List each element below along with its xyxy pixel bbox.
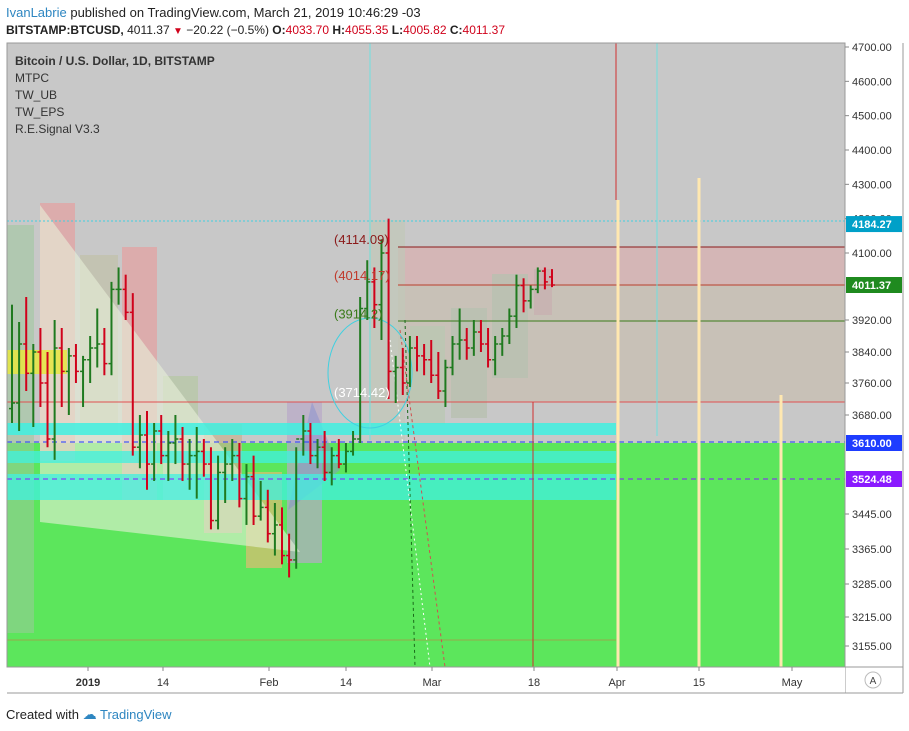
open-value: 4033.70 <box>285 23 330 37</box>
price-badge <box>846 277 902 293</box>
legend-title: Bitcoin / U.S. Dollar, 1D, BITSTAMP <box>15 54 215 68</box>
level-label-0: (4114.09) <box>334 232 389 247</box>
cyan-band <box>7 423 616 435</box>
price-badge <box>846 216 902 233</box>
y-tick-label: 3840.00 <box>852 347 892 359</box>
level-label-1: (4014.17) <box>334 268 390 283</box>
diag <box>399 329 446 667</box>
y-tick-label: 4700.00 <box>852 42 892 54</box>
x-tick-label: Feb <box>260 677 279 689</box>
tradingview-logo-icon: ☁ <box>82 706 97 722</box>
indicator-re-signal[interactable]: R.E.Signal V3.3 <box>15 122 100 136</box>
x-tick-label: Mar <box>423 677 442 689</box>
x-tick-label: 14 <box>157 677 169 689</box>
x-tick-label: Apr <box>608 677 625 689</box>
indicator-mtpc[interactable]: MTPC <box>15 71 49 85</box>
low-value: 4005.82 <box>403 23 447 37</box>
y-tick-label: 4600.00 <box>852 76 892 88</box>
y-axis <box>845 43 903 693</box>
last-price: 4011.37 <box>127 23 170 37</box>
x-tick-label: 15 <box>693 677 705 689</box>
ohlc-line: BITSTAMP:BTCUSD, 4011.37 ▼ −20.22 (−0.5%… <box>6 23 505 37</box>
y-tick-label: 4400.00 <box>852 145 892 157</box>
auto-scale-label: A <box>870 676 877 687</box>
box <box>410 326 445 424</box>
y-tick-label: 3365.00 <box>852 544 892 556</box>
publish-line: IvanLabrie published on TradingView.com,… <box>6 5 421 20</box>
box <box>369 220 405 440</box>
cyan-band <box>7 451 616 463</box>
price-change: −20.22 (−0.5%) <box>186 23 269 37</box>
y-tick-label: 3215.00 <box>852 612 892 624</box>
low-label: L: <box>391 23 404 37</box>
price-badge-label: 4011.37 <box>852 280 891 292</box>
high-label: H: <box>332 23 346 37</box>
cyan-band <box>7 474 616 500</box>
level-label-2: (3914.2) <box>334 306 382 321</box>
legend: Bitcoin / U.S. Dollar, 1D, BITSTAMP MTPC… <box>15 53 215 138</box>
y-tick-label: 4500.00 <box>852 111 892 123</box>
x-tick-label: 18 <box>528 677 540 689</box>
wedge <box>40 205 300 552</box>
x-axis <box>7 667 845 693</box>
published-text: published on TradingView.com, March 21, … <box>70 5 421 20</box>
price-badge-label: 3524.48 <box>852 474 892 486</box>
open-label: O: <box>272 23 286 37</box>
y-tick-label: 4100.00 <box>852 248 892 260</box>
tradingview-link[interactable]: TradingView <box>100 707 172 722</box>
box <box>534 269 552 315</box>
y-tick-label: 3680.00 <box>852 410 892 422</box>
author-link[interactable]: IvanLabrie <box>6 5 67 20</box>
price-badge <box>846 435 902 451</box>
candles <box>9 218 555 578</box>
price-badge-label: 3610.00 <box>852 438 892 450</box>
x-tick-label: 2019 <box>76 677 100 689</box>
indicator-tw-eps[interactable]: TW_EPS <box>15 105 65 119</box>
down-arrow-icon: ▼ <box>172 26 183 37</box>
close-label: C: <box>449 23 463 37</box>
y-tick-label: 3760.00 <box>852 378 892 390</box>
y-tick-label: 3285.00 <box>852 579 892 591</box>
yellow-band <box>7 350 67 374</box>
symbol-label: BITSTAMP:BTCUSD, <box>6 23 124 37</box>
y-tick-label: 3155.00 <box>852 641 892 653</box>
price-badge-label: 4184.27 <box>852 219 892 231</box>
x-tick-label: 14 <box>340 677 352 689</box>
auto-scale-button[interactable] <box>864 671 882 689</box>
indicator-tw-ub[interactable]: TW_UB <box>15 88 57 102</box>
ellipse <box>327 317 413 429</box>
high-value: 4055.35 <box>345 23 389 37</box>
x-tick-label: May <box>782 677 803 689</box>
y-tick-label: 3445.00 <box>852 509 892 521</box>
footer: Created with ☁ TradingView <box>6 706 172 723</box>
price-badge <box>846 471 902 487</box>
level-label-3: (3714.42) <box>334 385 390 400</box>
y-tick-label: 4300.00 <box>852 179 892 191</box>
y-tick-label: 3920.00 <box>852 315 892 327</box>
diag <box>404 319 416 667</box>
close-value: 4011.37 <box>462 23 506 37</box>
created-with: Created with <box>6 707 79 722</box>
